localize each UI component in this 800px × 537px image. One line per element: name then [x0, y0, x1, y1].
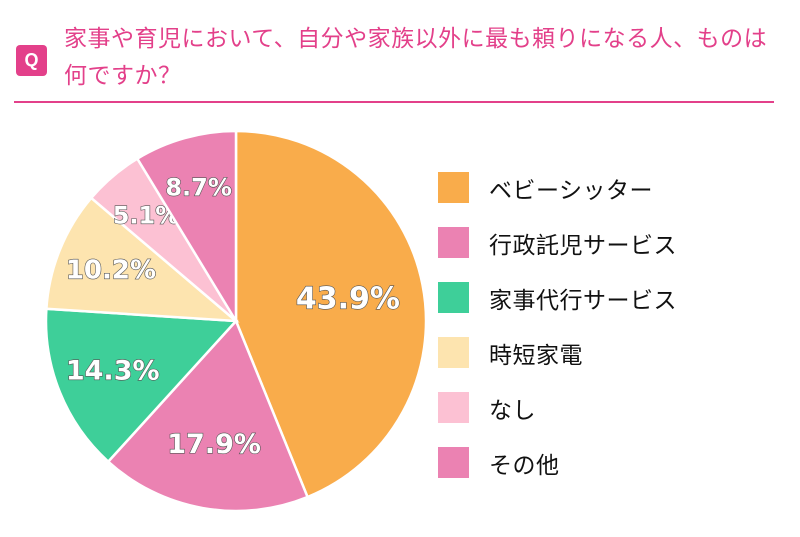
pie-slice	[45, 196, 240, 323]
pie-slice	[44, 307, 239, 464]
slice-value-label: 8.7%	[165, 173, 232, 201]
legend-label: 時短家電	[489, 342, 583, 369]
slice-value-label: 17.9%	[167, 429, 261, 460]
legend-item: その他	[438, 435, 677, 490]
slice-value-label: 43.9%	[296, 282, 400, 317]
legend-item: ベビーシッター	[438, 160, 677, 215]
legend-label: なし	[489, 397, 536, 424]
legend-label: その他	[489, 452, 560, 479]
legend-swatch	[438, 227, 469, 258]
legend-label: 行政託児サービス	[489, 232, 677, 259]
legend-label: 家事代行サービス	[489, 287, 677, 314]
slice-value-label: 14.3%	[66, 355, 160, 386]
pie-slice	[106, 318, 310, 513]
question-badge: Q	[16, 45, 47, 76]
legend-item: 行政託児サービス	[438, 215, 677, 270]
slice-value-label: 10.2%	[66, 255, 156, 285]
legend-swatch	[438, 337, 469, 368]
legend-item: 時短家電	[438, 325, 677, 380]
legend-swatch	[438, 282, 469, 313]
legend-swatch	[438, 447, 469, 478]
legend-label: ベビーシッター	[489, 177, 654, 204]
pie-slice	[234, 129, 428, 499]
pie-slice	[135, 129, 238, 326]
header-divider	[14, 101, 774, 103]
legend-swatch	[438, 392, 469, 423]
legend-item: なし	[438, 380, 677, 435]
legend-item: 家事代行サービス	[438, 270, 677, 325]
chart-legend: ベビーシッター 行政託児サービス 家事代行サービス 時短家電なしその他	[438, 160, 677, 490]
question-text: 家事や育児において、自分や家族以外に最も頼りになる人、ものは何ですか？	[64, 26, 768, 89]
legend-swatch	[438, 172, 469, 203]
